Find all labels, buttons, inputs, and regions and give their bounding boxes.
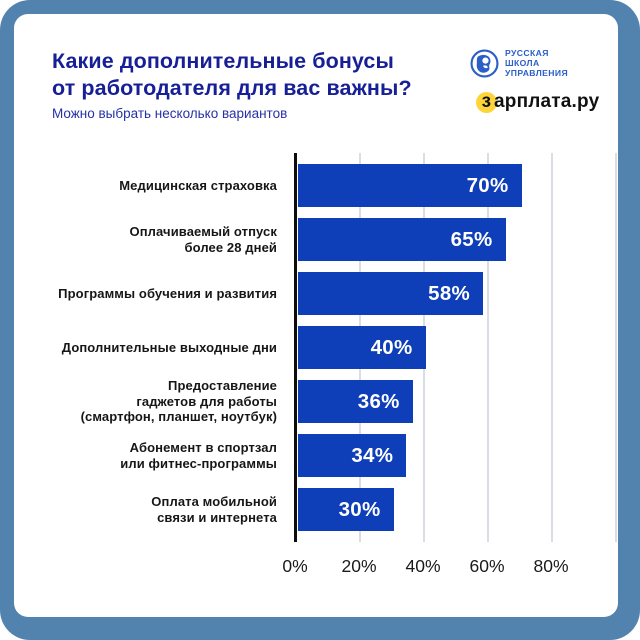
bar: 34% xyxy=(297,434,407,477)
bar: 36% xyxy=(297,380,413,423)
category-label: Предоставление гаджетов для работы (смартф… xyxy=(80,377,277,425)
title-line-2: от работодателя для вас важны? xyxy=(52,76,412,101)
rsu-text-line-1: РУССКАЯ xyxy=(505,48,549,58)
title-line-1: Какие дополнительные бонусы xyxy=(52,49,394,73)
category-label: Оплачиваемый отпуск более 28 дней xyxy=(129,223,277,255)
chart-row: Оплата мобильной связи и интернета 30% xyxy=(14,488,618,531)
bar-value-label: 30% xyxy=(338,497,381,521)
x-tick-label: 20% xyxy=(341,556,377,576)
category-label: Оплата мобильной связи и интернета xyxy=(151,493,277,525)
gridline-80 xyxy=(551,153,553,542)
bar-chart: Медицинская страховка 70% Оплачиваемый отп… xyxy=(14,14,618,617)
x-tick-label: 0% xyxy=(282,556,308,576)
chart-row: Абонемент в спортзал или фитнес-программы… xyxy=(14,434,618,477)
bar: 40% xyxy=(297,326,426,369)
category-label: Дополнительные выходные дни xyxy=(61,339,277,355)
x-tick-label: 60% xyxy=(469,556,505,576)
rsu-logo: РУССКАЯ ШКОЛА УПРАВЛЕНИЯ xyxy=(470,48,568,78)
gridline-100 xyxy=(615,153,617,542)
bar-value-label: 40% xyxy=(370,335,413,359)
category-label: Медицинская страховка xyxy=(119,177,277,193)
infographic-card: Какие дополнительные бонусы от работодат… xyxy=(14,14,618,617)
bar-value-label: 36% xyxy=(357,389,400,413)
chart-row: Оплачиваемый отпуск более 28 дней 65% xyxy=(14,218,618,261)
bar-value-label: 70% xyxy=(466,173,509,197)
category-label: Программы обучения и развития xyxy=(58,285,277,301)
chart-row: Предоставление гаджетов для работы (смартф… xyxy=(14,377,618,425)
bar-value-label: 34% xyxy=(351,443,394,467)
rsu-logo-text: РУССКАЯ ШКОЛА УПРАВЛЕНИЯ xyxy=(505,48,568,78)
x-tick-label: 80% xyxy=(533,556,569,576)
bar: 70% xyxy=(297,164,522,207)
bar-value-label: 58% xyxy=(428,281,471,305)
bar: 30% xyxy=(297,488,394,531)
zarplata-logo-text: арплата.ру xyxy=(494,91,600,112)
bar: 58% xyxy=(297,272,484,315)
rsu-text-line-2: ШКОЛА xyxy=(505,58,540,69)
gridline-60 xyxy=(487,153,489,542)
x-tick-label: 40% xyxy=(405,556,441,576)
rsu-globe-icon xyxy=(470,49,499,78)
chart-row: Дополнительные выходные дни 40% xyxy=(14,326,618,369)
chart-row: Медицинская страховка 70% xyxy=(14,164,618,207)
chart-row: Программы обучения и развития 58% xyxy=(14,272,618,315)
page-title: Какие дополнительные бонусы от работодат… xyxy=(52,48,412,102)
bar: 65% xyxy=(297,218,506,261)
page-subtitle: Можно выбрать несколько вариантов xyxy=(52,106,288,121)
bar-value-label: 65% xyxy=(450,227,493,251)
y-axis-line xyxy=(294,153,297,542)
category-label: Абонемент в спортзал или фитнес-программы xyxy=(120,439,277,471)
zarplata-logo: з арплата.ру xyxy=(476,91,599,113)
rsu-text-line-3: УПРАВЛЕНИЯ xyxy=(505,68,569,79)
zarplata-yellow-circle: з xyxy=(476,91,497,113)
